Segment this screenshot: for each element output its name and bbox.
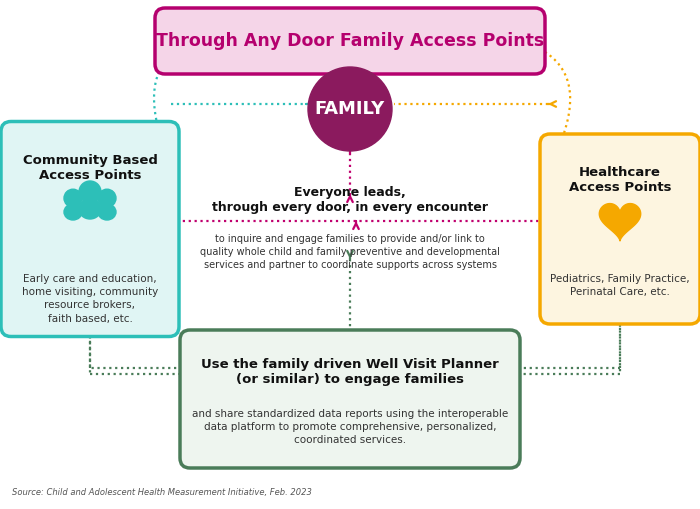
Text: and share standardized data reports using the interoperable
data platform to pro: and share standardized data reports usin…	[192, 409, 508, 445]
Ellipse shape	[79, 199, 101, 219]
Ellipse shape	[64, 204, 82, 220]
Circle shape	[79, 181, 101, 203]
Circle shape	[308, 67, 392, 151]
Polygon shape	[599, 204, 640, 241]
Text: Healthcare
Access Points: Healthcare Access Points	[568, 166, 671, 194]
FancyBboxPatch shape	[1, 122, 179, 336]
Text: Everyone leads,: Everyone leads,	[294, 186, 406, 199]
Circle shape	[98, 189, 116, 207]
FancyBboxPatch shape	[180, 330, 520, 468]
Text: Use the family driven Well Visit Planner
(or similar) to engage families: Use the family driven Well Visit Planner…	[201, 358, 499, 386]
Text: Pediatrics, Family Practice,
Perinatal Care, etc.: Pediatrics, Family Practice, Perinatal C…	[550, 274, 690, 297]
Circle shape	[64, 189, 82, 207]
Text: through every door, in every encounter: through every door, in every encounter	[212, 201, 488, 214]
Text: FAMILY: FAMILY	[315, 100, 385, 118]
Text: Early care and education,
home visiting, community
resource brokers,
faith based: Early care and education, home visiting,…	[22, 274, 158, 324]
FancyBboxPatch shape	[540, 134, 700, 324]
Text: Through Any Door Family Access Points: Through Any Door Family Access Points	[156, 32, 544, 50]
FancyBboxPatch shape	[155, 8, 545, 74]
Text: Source: Child and Adolescent Health Measurement Initiative, Feb. 2023: Source: Child and Adolescent Health Meas…	[12, 488, 312, 497]
Text: Community Based
Access Points: Community Based Access Points	[22, 154, 158, 182]
Text: to inquire and engage families to provide and/or link to
quality whole child and: to inquire and engage families to provid…	[200, 234, 500, 270]
Ellipse shape	[98, 204, 116, 220]
